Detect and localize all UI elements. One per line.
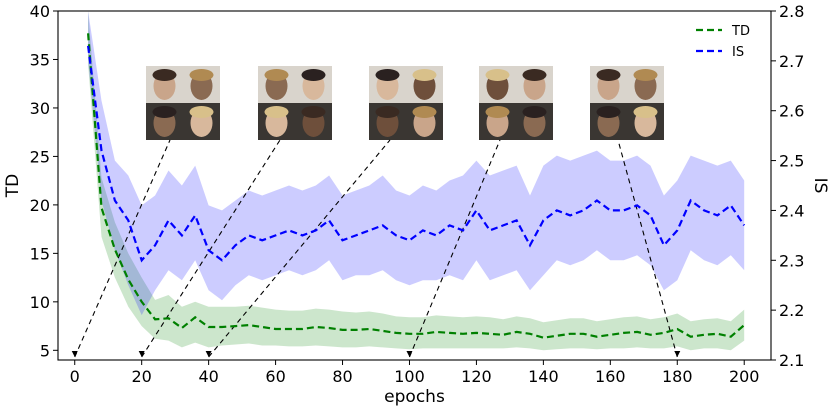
sample-image-grid-3 [369, 66, 443, 140]
y-left-tick-label: 25 [30, 147, 50, 166]
legend-label-is: IS [732, 45, 744, 60]
x-tick-label: 120 [461, 367, 492, 386]
series-line-is [87, 45, 746, 263]
annotation-arrow-3 [205, 351, 212, 357]
y-left-tick-label: 30 [30, 99, 50, 118]
x-tick-label: 40 [198, 367, 218, 386]
annotation-arrow-5 [674, 351, 681, 357]
band-is [88, 11, 745, 316]
band-td [88, 11, 745, 351]
y-right-tick-label: 2.2 [779, 301, 804, 320]
x-tick-label: 100 [394, 367, 425, 386]
annotation-arrow-1 [71, 351, 78, 357]
sample-image-grid-2 [258, 66, 332, 140]
x-tick-label: 20 [132, 367, 152, 386]
y-right-tick-label: 2.4 [779, 201, 804, 220]
y-axis-label-left: TD [3, 174, 23, 198]
series-line-td [87, 33, 745, 339]
annotation-line-3 [208, 139, 391, 358]
y-left-tick-label: 10 [30, 293, 50, 312]
x-tick-label: 80 [332, 367, 352, 386]
annotation-line-4 [408, 139, 501, 358]
y-left-tick-label: 15 [30, 244, 50, 263]
annotation-line-1 [74, 139, 171, 358]
x-tick-label: 60 [265, 367, 285, 386]
x-tick-label: 140 [528, 367, 559, 386]
x-tick-label: 180 [662, 367, 693, 386]
y-right-tick-label: 2.1 [779, 351, 804, 370]
x-tick-label: 0 [70, 367, 80, 386]
y-left-tick-label: 35 [30, 50, 50, 69]
y-right-tick-label: 2.3 [779, 251, 804, 270]
sample-image-grid-1 [146, 66, 220, 140]
y-axis-label-right: IS [810, 178, 830, 194]
annotation-arrow-2 [138, 351, 145, 357]
y-right-tick-label: 2.7 [779, 52, 804, 71]
y-left-tick-label: 40 [30, 2, 50, 21]
annotation-line-2 [141, 139, 281, 358]
x-tick-label: 200 [729, 367, 760, 386]
sample-image-grid-4 [479, 66, 553, 140]
sample-image-grid-5 [590, 66, 664, 140]
annotation-line-5 [617, 139, 678, 358]
plot-frame [57, 10, 772, 361]
x-tick-label: 160 [595, 367, 626, 386]
x-axis-label: epochs [384, 387, 445, 407]
y-left-tick-label: 5 [40, 341, 50, 360]
y-left-tick-label: 20 [30, 196, 50, 215]
legend-label-td: TD [731, 24, 750, 39]
annotation-arrow-4 [406, 351, 413, 357]
y-right-tick-label: 2.6 [779, 102, 804, 121]
y-right-tick-label: 2.5 [779, 152, 804, 171]
y-right-tick-label: 2.8 [779, 2, 804, 21]
